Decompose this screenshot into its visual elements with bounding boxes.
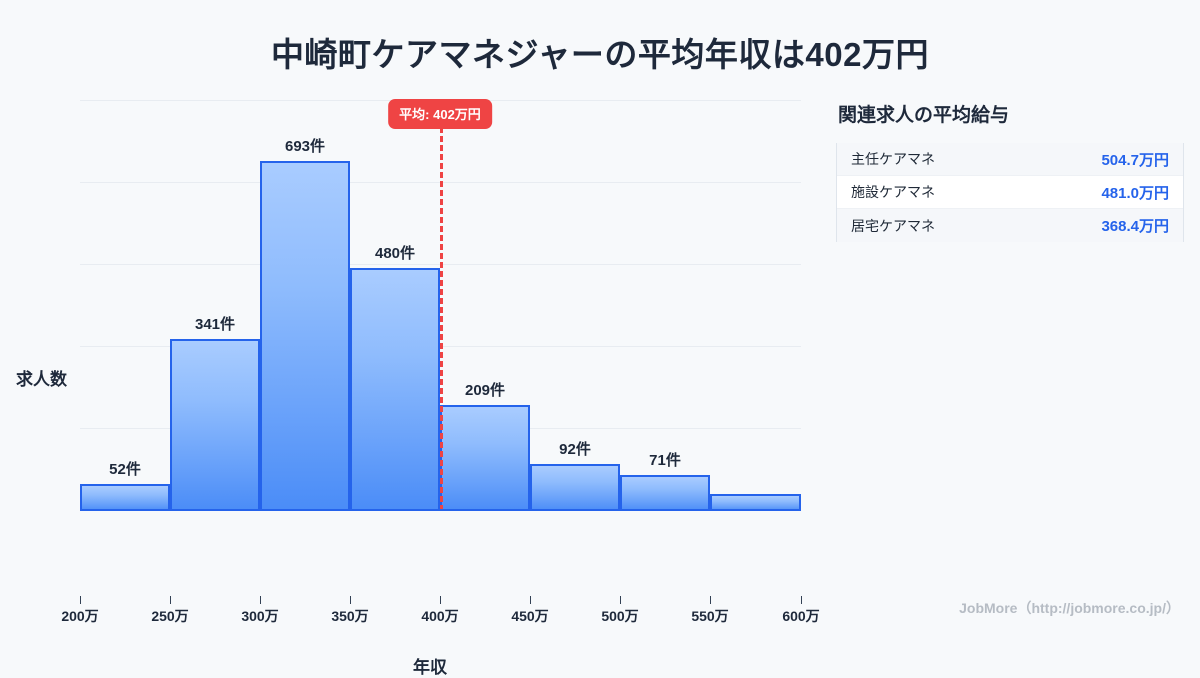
- x-tick-label: 400万: [421, 608, 459, 624]
- x-tick: [350, 596, 351, 604]
- bar-value-label: 480件: [374, 245, 416, 262]
- bar[interactable]: [260, 161, 350, 511]
- x-tick: [710, 596, 711, 604]
- x-tick-label: 300万: [241, 608, 279, 624]
- bar-value-label: 92件: [559, 441, 591, 458]
- source-watermark: JobMore（http://jobmore.co.jp/）: [959, 600, 1180, 616]
- x-tick: [530, 596, 531, 604]
- bar[interactable]: [530, 464, 620, 511]
- x-tick-label: 350万: [331, 608, 369, 624]
- table-row[interactable]: 居宅ケアマネ 368.4万円: [837, 209, 1183, 242]
- bar-value-label: 693件: [284, 138, 326, 155]
- table-row[interactable]: 主任ケアマネ 504.7万円: [837, 143, 1183, 176]
- bar-series: [80, 100, 801, 511]
- bar-value-label: 71件: [649, 452, 681, 469]
- x-tick: [170, 596, 171, 604]
- table-row[interactable]: 施設ケアマネ 481.0万円: [837, 176, 1183, 209]
- salary-amount: 481.0万円: [1101, 184, 1169, 202]
- average-badge: 平均: 402万円: [388, 99, 492, 129]
- bar-value-label: 209件: [464, 382, 506, 399]
- bar[interactable]: [710, 494, 801, 511]
- x-tick: [801, 596, 802, 604]
- x-tick-label: 200万: [61, 608, 99, 624]
- salary-amount: 368.4万円: [1101, 218, 1169, 235]
- bar[interactable]: [350, 268, 440, 511]
- x-tick: [80, 596, 81, 604]
- bar[interactable]: [620, 475, 710, 511]
- x-tick: [620, 596, 621, 604]
- x-axis-title: 年収: [413, 658, 447, 677]
- related-salary-panel: 関連求人の平均給与 主任ケアマネ 504.7万円 施設ケアマネ 481.0万円 …: [836, 100, 1184, 242]
- x-tick-label: 600万: [782, 608, 820, 624]
- bar-value-label: 341件: [194, 316, 236, 333]
- salary-amount: 504.7万円: [1101, 151, 1169, 169]
- salary-role-label: 居宅ケアマネ: [851, 217, 935, 234]
- average-line: [440, 100, 443, 511]
- related-salary-heading: 関連求人の平均給与: [838, 105, 1010, 126]
- salary-role-label: 主任ケアマネ: [851, 151, 935, 167]
- y-axis-title: 求人数: [16, 370, 67, 389]
- bar-value-label: 52件: [109, 461, 141, 478]
- x-tick: [440, 596, 441, 604]
- x-tick: [260, 596, 261, 604]
- histogram-chart: 求人数 52件 341件 693件 480: [0, 85, 830, 677]
- plot-area: [80, 100, 801, 511]
- x-tick-label: 500万: [601, 608, 639, 624]
- bar[interactable]: [80, 484, 170, 511]
- x-axis-line: [80, 509, 801, 511]
- bar[interactable]: [170, 339, 260, 511]
- bar[interactable]: [440, 405, 530, 511]
- x-tick-label: 550万: [691, 608, 729, 624]
- page-title: 中崎町ケアマネジャーの平均年収は402万円: [271, 36, 929, 73]
- x-tick-label: 450万: [511, 608, 549, 624]
- salary-role-label: 施設ケアマネ: [851, 184, 935, 200]
- x-tick-label: 250万: [151, 608, 189, 624]
- salary-table: 主任ケアマネ 504.7万円 施設ケアマネ 481.0万円 居宅ケアマネ 368…: [836, 143, 1184, 242]
